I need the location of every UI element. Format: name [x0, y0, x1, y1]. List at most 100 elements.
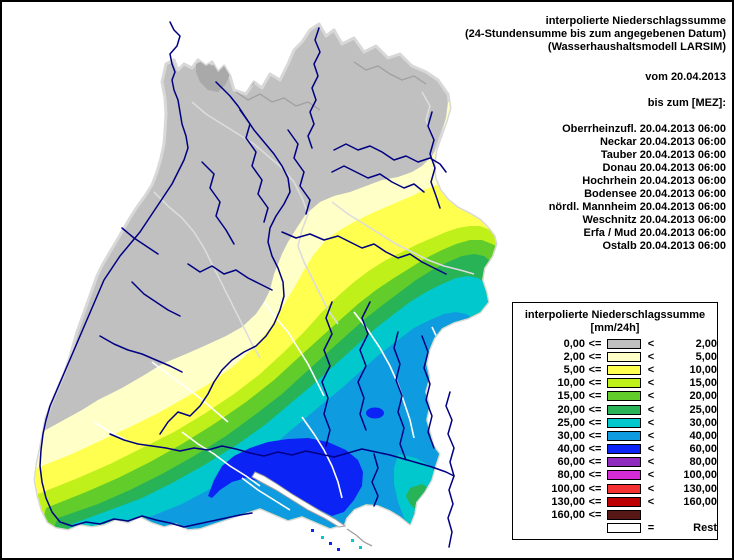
legend-row: 10,00 <= <15,00 — [513, 377, 717, 390]
legend-op-left: <= — [588, 456, 602, 469]
river-riss — [357, 301, 371, 431]
basin-name: Oberrheinzufl. — [562, 123, 637, 135]
legend-op-right: < — [647, 429, 655, 442]
legend-to: 160,00 — [683, 495, 717, 508]
basin-datetime-list: Oberrheinzufl. 20.04.2013 06:00 Neckar 2… — [549, 123, 726, 253]
river-iller — [445, 391, 455, 548]
date-from-label: vom 20.04.2013 — [645, 71, 726, 83]
legend-to: 15,00 — [689, 377, 717, 390]
legend-op-right: < — [647, 363, 655, 376]
basin-row: Weschnitz 20.04.2013 06:00 — [549, 214, 726, 227]
legend-op-right: < — [647, 443, 655, 456]
legend-from: 0,00 — [563, 337, 585, 350]
river-alb — [121, 227, 159, 255]
basin-datetime: 20.04.2013 06:00 — [639, 188, 726, 200]
legend-op-right: < — [647, 403, 655, 416]
legend-to: Rest — [693, 522, 717, 535]
legend-from: 30,00 — [557, 429, 585, 442]
legend-op-left: <= — [588, 377, 602, 390]
legend-from: 10,00 — [557, 377, 585, 390]
legend-to: 80,00 — [689, 456, 717, 469]
legend-op-right: < — [647, 337, 655, 350]
basin-row: Tauber 20.04.2013 06:00 — [549, 149, 726, 162]
legend-op-left: <= — [588, 495, 602, 508]
legend-swatch — [607, 417, 641, 428]
basin-row: Erfa / Mud 20.04.2013 06:00 — [549, 227, 726, 240]
basin-datetime: 20.04.2013 06:00 — [639, 240, 726, 252]
legend-row: 130,00 <= <160,00 — [513, 495, 717, 508]
river-rhine — [39, 21, 253, 528]
band-40-60mm — [208, 438, 363, 516]
basin-row: Ostalb 20.04.2013 06:00 — [549, 240, 726, 253]
legend-from: 5,00 — [563, 363, 585, 376]
legend-to: 60,00 — [689, 443, 717, 456]
legend-from: 15,00 — [557, 390, 585, 403]
legend-op-left: <= — [588, 429, 602, 442]
basin-name: Donau — [602, 162, 637, 174]
legend-op-right: < — [647, 495, 655, 508]
river-rottum — [321, 301, 333, 447]
river-tauber — [307, 27, 321, 149]
basin-row: Hochrhein 20.04.2013 06:00 — [549, 175, 726, 188]
basin-name: Neckar — [599, 136, 637, 148]
basin-datetime: 20.04.2013 06:00 — [639, 136, 726, 148]
basin-row: Oberrheinzufl. 20.04.2013 06:00 — [549, 123, 726, 136]
legend-row: = Rest — [513, 522, 717, 535]
legend-row: 2,00 <= <5,00 — [513, 350, 717, 363]
river-se-2 — [421, 335, 435, 449]
legend-row: 5,00 <= <10,00 — [513, 363, 717, 376]
legend-from: 25,00 — [557, 416, 585, 429]
legend-row: 25,00 <= <30,00 — [513, 416, 717, 429]
river-se-1 — [393, 331, 407, 461]
legend-swatch — [607, 444, 641, 455]
legend-op-left: <= — [588, 416, 602, 429]
legend-op-right: < — [647, 482, 655, 495]
legend-from: 40,00 — [557, 443, 585, 456]
river-enz — [187, 263, 273, 291]
legend-op-left: <= — [588, 482, 602, 495]
basin-datetime: 20.04.2013 06:00 — [639, 227, 726, 239]
legend-from: 20,00 — [557, 403, 585, 416]
legend-rows: 0,00 <= <2,00 2,00 <= <5,00 5,00 <= <10,00 10,… — [513, 337, 717, 535]
legend-from: 2,00 — [563, 350, 585, 363]
basin-datetime: 20.04.2013 06:00 — [639, 214, 726, 226]
legend-row: 160,00 <= — [513, 508, 717, 521]
legend-to: 40,00 — [689, 429, 717, 442]
river-jagst — [333, 143, 447, 173]
legend-op-left: <= — [588, 337, 602, 350]
river-north-3 — [201, 161, 235, 245]
legend-row: 60,00 <= <80,00 — [513, 456, 717, 469]
legend-op-left: <= — [588, 403, 602, 416]
basin-name: Erfa / Mud — [583, 227, 637, 239]
legend-swatch — [607, 338, 641, 349]
title-line-3: (Wasserhaushaltsmodell LARSIM) — [547, 41, 726, 53]
border-lines-north — [235, 61, 427, 111]
basin-name: Hochrhein — [582, 175, 637, 187]
legend-swatch — [607, 351, 641, 362]
legend-to: 5,00 — [695, 350, 717, 363]
river-ne-edge — [427, 111, 441, 209]
legend-op-right: < — [647, 416, 655, 429]
river-neckar — [159, 81, 291, 435]
river-kocher — [331, 165, 425, 193]
basin-name: Weschnitz — [582, 214, 637, 226]
legend-row: 40,00 <= <60,00 — [513, 443, 717, 456]
legend-to: 10,00 — [689, 363, 717, 376]
basin-name: Tauber — [600, 149, 637, 161]
legend-op-right: < — [647, 390, 655, 403]
legend-swatch — [607, 470, 641, 481]
legend-swatch — [607, 364, 641, 375]
river-danube — [109, 433, 455, 477]
legend-unit: [mm/24h] — [590, 322, 640, 334]
legend-row: 30,00 <= <40,00 — [513, 429, 717, 442]
border-line-lake — [346, 528, 373, 547]
date-until-label: bis zum [MEZ]: — [647, 97, 726, 109]
legend-row: 20,00 <= <25,00 — [513, 403, 717, 416]
legend-from: 80,00 — [557, 469, 585, 482]
legend-op-right: < — [647, 350, 655, 363]
basin-datetime: 20.04.2013 06:00 — [639, 149, 726, 161]
legend-to: 2,00 — [695, 337, 717, 350]
legend-swatch — [607, 391, 641, 402]
lake-bodensee — [251, 471, 347, 528]
